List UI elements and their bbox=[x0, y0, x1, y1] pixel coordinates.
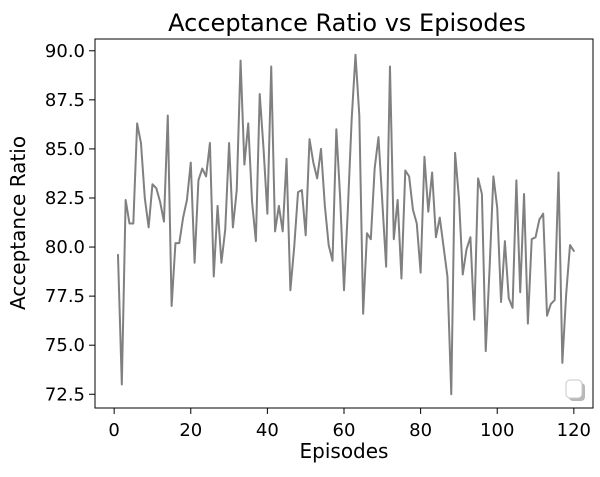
x-tick-label: 100 bbox=[480, 420, 514, 441]
legend bbox=[565, 379, 585, 401]
acceptance-ratio-line bbox=[116, 53, 575, 396]
y-axis-ticks: 72.5 75.0 77.5 80.0 82.5 85.0 87.5 90.0 bbox=[45, 41, 95, 405]
y-tick-label: 90.0 bbox=[45, 41, 85, 62]
y-tick-label: 80.0 bbox=[45, 237, 85, 258]
y-tick-label: 87.5 bbox=[45, 90, 85, 111]
y-tick-label: 75.0 bbox=[45, 335, 85, 356]
x-tick-label: 20 bbox=[179, 420, 202, 441]
y-tick-label: 77.5 bbox=[45, 286, 85, 307]
y-tick-label: 72.5 bbox=[45, 384, 85, 405]
y-tick-label: 82.5 bbox=[45, 188, 85, 209]
x-tick-label: 80 bbox=[409, 420, 432, 441]
x-axis-ticks: 0 20 40 60 80 100 120 bbox=[108, 408, 591, 441]
x-tick-label: 40 bbox=[256, 420, 279, 441]
x-tick-label: 0 bbox=[108, 420, 119, 441]
x-axis-label: Episodes bbox=[300, 439, 389, 463]
chart-title: Acceptance Ratio vs Episodes bbox=[168, 9, 526, 37]
y-axis-label: Acceptance Ratio bbox=[6, 136, 30, 310]
y-tick-label: 85.0 bbox=[45, 139, 85, 160]
x-tick-label: 120 bbox=[557, 420, 591, 441]
x-tick-label: 60 bbox=[333, 420, 356, 441]
plot-area: 0 20 40 60 80 100 120 72.5 75.0 77.5 80.0 82.5 85.0… bbox=[45, 38, 594, 441]
